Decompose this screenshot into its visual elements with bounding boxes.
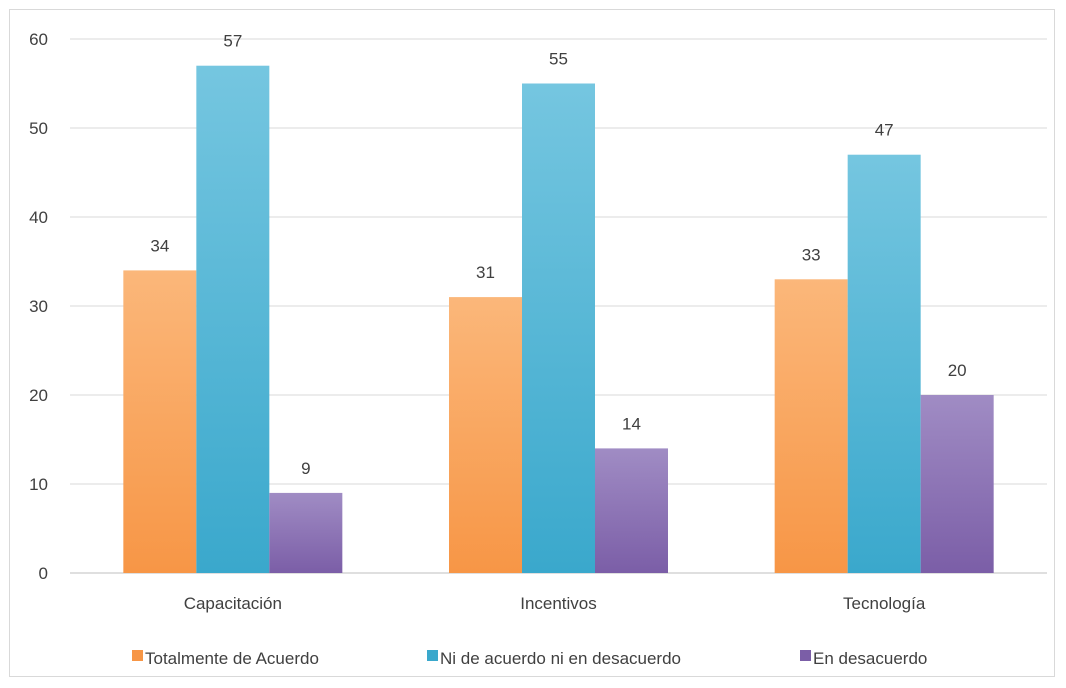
x-category-label: Incentivos [520,594,597,613]
y-tick-label: 20 [29,386,48,405]
y-axis: 0 10 20 30 40 50 60 [29,30,48,583]
data-label: 33 [802,245,821,264]
y-tick-label: 50 [29,119,48,138]
y-tick-label: 0 [39,564,48,583]
data-labels: 34 57 9 31 55 14 33 47 20 [150,32,966,478]
bar [847,154,921,573]
data-label: 20 [948,361,967,380]
data-label: 31 [476,263,495,282]
data-label: 55 [549,50,568,69]
y-tick-label: 10 [29,475,48,494]
legend-swatch [427,650,438,661]
bar [123,270,197,573]
data-label: 14 [622,414,641,433]
data-label: 57 [223,32,242,51]
legend-label: En desacuerdo [813,649,927,668]
x-axis: Capacitación Incentivos Tecnología [184,594,926,613]
bar [449,297,522,573]
bar [920,395,994,573]
y-tick-label: 40 [29,208,48,227]
legend-swatch [132,650,143,661]
x-category-label: Tecnología [843,594,926,613]
bar [269,492,343,573]
data-label: 9 [301,459,310,478]
legend-label: Ni de acuerdo ni en desacuerdo [440,649,681,668]
bar [522,83,595,573]
bar [595,448,668,573]
bar [196,65,270,573]
bars [123,65,994,573]
y-tick-label: 30 [29,297,48,316]
legend-label: Totalmente de Acuerdo [145,649,319,668]
data-label: 34 [150,236,169,255]
x-category-label: Capacitación [184,594,282,613]
y-tick-label: 60 [29,30,48,49]
legend-swatch [800,650,811,661]
data-label: 47 [875,121,894,140]
bar [774,279,848,573]
legend: Totalmente de Acuerdo Ni de acuerdo ni en… [132,649,927,668]
